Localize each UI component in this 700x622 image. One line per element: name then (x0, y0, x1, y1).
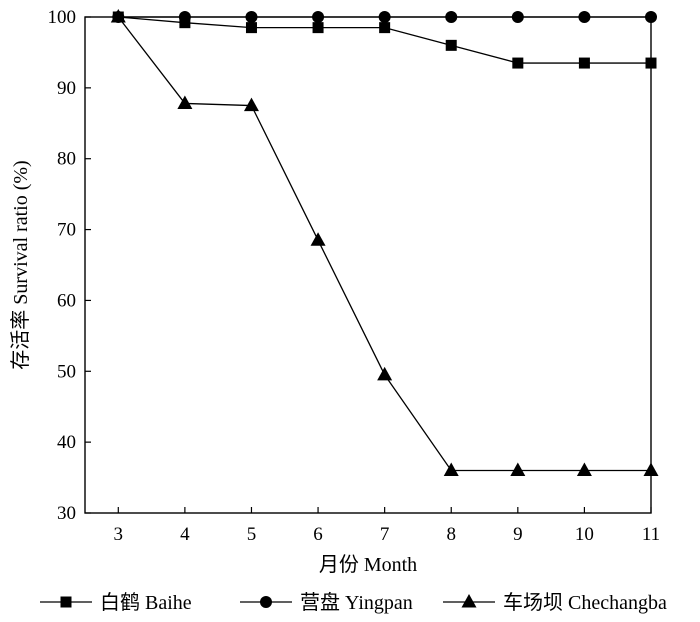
y-tick-label: 40 (57, 432, 76, 453)
y-tick-label: 50 (57, 361, 76, 382)
data-point-triangle (310, 232, 326, 246)
legend-item: 车场坝 Chechangba (443, 591, 667, 614)
x-tick-label: 3 (114, 524, 124, 545)
data-point-triangle (576, 462, 592, 476)
data-point-circle (245, 11, 258, 23)
data-point-square (379, 22, 391, 34)
y-axis-ticks: 30 40 50 60 70 80 90 100 (48, 7, 91, 524)
series-layer (110, 9, 659, 476)
data-point-triangle (243, 97, 259, 112)
data-point-square (645, 57, 657, 69)
data-point-square (245, 22, 257, 34)
data-point-circle (578, 11, 591, 23)
legend-label: 白鹤 Baihe (100, 591, 192, 614)
series-triangle (110, 9, 659, 476)
data-point-circle (645, 11, 657, 23)
legend-item: 营盘 Yingpan (240, 591, 413, 614)
data-point-square (512, 57, 524, 69)
legend-item: 白鹤 Baihe (40, 591, 192, 614)
data-point-triangle (177, 95, 193, 109)
plot-frame (84, 16, 652, 514)
data-point-square (312, 22, 324, 34)
y-tick-label: 90 (57, 78, 76, 99)
series-line (117, 16, 651, 472)
x-tick-label: 7 (380, 524, 390, 545)
x-axis-ticks: 3 4 5 6 7 8 9 10 11 (114, 507, 660, 545)
legend-label: 营盘 Yingpan (300, 591, 413, 614)
data-point-triangle (110, 9, 126, 23)
x-tick-label: 4 (180, 524, 190, 545)
y-tick-label: 100 (48, 7, 77, 28)
data-point-triangle (443, 462, 459, 476)
x-axis-title: 月份 Month (319, 553, 417, 576)
y-tick-label: 70 (57, 220, 76, 241)
x-tick-label: 10 (575, 524, 594, 545)
x-tick-label: 8 (446, 524, 456, 545)
legend-marker-triangle (461, 594, 477, 608)
legend-marker-square (60, 596, 72, 608)
x-tick-label: 11 (642, 524, 660, 545)
plot-border (84, 16, 652, 514)
data-point-triangle (377, 366, 393, 381)
data-point-circle (445, 11, 458, 23)
data-point-circle (511, 11, 524, 23)
data-point-circle (178, 11, 191, 23)
data-point-triangle (643, 462, 659, 476)
data-point-triangle (510, 462, 526, 476)
x-tick-label: 9 (513, 524, 523, 545)
data-point-square (578, 57, 590, 69)
y-tick-label: 30 (57, 503, 76, 524)
legend-marker-circle (260, 596, 272, 608)
data-point-circle (378, 11, 391, 23)
data-point-square (445, 39, 457, 51)
y-tick-label: 60 (57, 290, 76, 311)
legend: 白鹤 Baihe 营盘 Yingpan 车场坝 Chechangba (40, 591, 667, 614)
legend-label: 车场坝 Chechangba (503, 591, 667, 614)
x-tick-label: 6 (313, 524, 323, 545)
data-point-circle (312, 11, 325, 23)
x-tick-label: 5 (247, 524, 257, 545)
y-axis-title: 存活率 Survival ratio (%) (9, 160, 32, 369)
series-circle (112, 11, 657, 23)
y-tick-label: 80 (57, 149, 76, 170)
